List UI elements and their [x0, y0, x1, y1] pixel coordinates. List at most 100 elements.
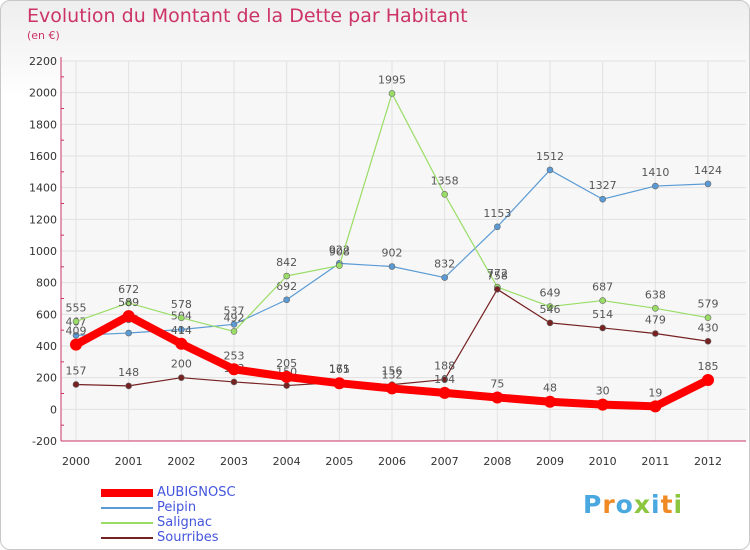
legend-swatch: [101, 521, 153, 524]
data-label-sourribes: 430: [698, 321, 719, 334]
data-point-salignac: [178, 314, 185, 322]
data-label-peipin: 832: [434, 258, 455, 271]
data-point-sourribes: [652, 330, 659, 337]
data-label-sourribes: 188: [434, 360, 455, 373]
proxiti-logo: Proxiti: [583, 490, 683, 519]
x-tick-label: 2010: [589, 455, 617, 468]
legend-swatch: [101, 506, 153, 509]
data-label-aubignosc: 48: [543, 382, 557, 395]
data-point-peipin: [494, 223, 501, 231]
x-tick-label: 2009: [536, 455, 564, 468]
data-point-sourribes: [494, 286, 501, 293]
data-point-salignac: [230, 328, 238, 335]
data-label-salignac: 649: [540, 287, 561, 300]
data-point-aubignosc: [280, 370, 293, 383]
data-point-peipin: [388, 263, 396, 270]
x-tick-label: 2003: [220, 455, 248, 468]
data-point-sourribes: [72, 381, 80, 388]
x-tick-label: 2005: [325, 455, 353, 468]
data-label-salignac: 1995: [378, 73, 406, 86]
data-label-peipin: 902: [382, 247, 403, 260]
data-point-salignac: [652, 305, 659, 312]
x-tick-label: 2011: [641, 455, 669, 468]
legend-item-salignac: Salignac: [101, 515, 236, 530]
data-point-salignac: [336, 262, 343, 269]
legend-label: Salignac: [157, 515, 213, 530]
legend-swatch: [101, 536, 153, 539]
data-point-aubignosc: [491, 391, 504, 404]
y-tick-label: 1400: [29, 182, 57, 195]
data-label-peipin: 1327: [589, 179, 617, 192]
legend-swatch: [101, 488, 153, 497]
data-point-salignac: [125, 299, 132, 307]
data-label-sourribes: 156: [382, 365, 403, 378]
data-point-peipin: [599, 195, 606, 203]
data-point-salignac: [72, 318, 80, 325]
data-label-peipin: 1410: [641, 166, 669, 179]
data-label-sourribes: 200: [171, 358, 192, 371]
data-label-peipin: 692: [276, 280, 297, 293]
x-tick-label: 2008: [483, 455, 511, 468]
data-point-aubignosc: [544, 395, 556, 408]
data-point-peipin: [72, 332, 80, 339]
data-point-aubignosc: [702, 374, 714, 387]
data-label-salignac: 492: [224, 311, 245, 324]
legend-item-aubignosc: AUBIGNOSC: [101, 485, 236, 500]
legend-label: Peipin: [157, 500, 197, 515]
data-point-sourribes: [283, 382, 290, 389]
data-point-peipin: [125, 329, 132, 337]
y-tick-label: 1000: [29, 245, 57, 258]
y-tick-label: 1600: [29, 150, 57, 163]
x-tick-label: 2000: [62, 455, 90, 468]
logo-letter: P: [583, 490, 603, 519]
x-tick-label: 2006: [378, 455, 406, 468]
x-tick-label: 2012: [694, 455, 722, 468]
data-point-sourribes: [125, 382, 132, 390]
data-label-salignac: 578: [171, 298, 192, 311]
data-point-aubignosc: [70, 338, 82, 351]
data-label-salignac: 1358: [431, 174, 459, 187]
x-tick-label: 2007: [431, 455, 459, 468]
data-point-salignac: [283, 272, 290, 280]
x-tick-label: 2001: [115, 455, 143, 468]
data-label-aubignosc: 205: [276, 357, 297, 370]
y-tick-label: 2000: [29, 87, 57, 100]
data-point-salignac: [441, 191, 448, 198]
data-point-salignac: [546, 303, 554, 310]
y-tick-label: 2200: [29, 55, 57, 68]
data-point-aubignosc: [596, 398, 609, 411]
data-label-aubignosc: 30: [596, 385, 610, 398]
data-label-sourribes: 479: [645, 313, 666, 326]
legend-item-peipin: Peipin: [101, 500, 236, 515]
data-point-aubignosc: [333, 377, 346, 390]
data-point-aubignosc: [122, 310, 135, 323]
data-label-salignac: 842: [276, 256, 297, 269]
data-point-sourribes: [704, 337, 712, 345]
data-label-salignac: 579: [698, 298, 719, 311]
x-tick-label: 2002: [167, 455, 195, 468]
logo-letter: i: [651, 490, 661, 519]
chart-subtitle: (en €): [27, 29, 60, 42]
data-label-aubignosc: 409: [66, 325, 87, 338]
data-point-peipin: [283, 296, 290, 304]
data-point-peipin: [652, 182, 659, 190]
data-point-aubignosc: [649, 400, 662, 413]
data-point-sourribes: [178, 374, 185, 381]
data-label-salignac: 687: [592, 281, 613, 294]
data-label-aubignosc: 414: [171, 324, 192, 337]
data-label-peipin: 537: [224, 304, 245, 317]
x-tick-label: 2004: [273, 455, 301, 468]
y-tick-label: 600: [36, 308, 57, 321]
y-tick-label: 1800: [29, 118, 57, 131]
data-point-peipin: [230, 321, 238, 328]
data-point-sourribes: [230, 378, 238, 386]
legend-label: AUBIGNOSC: [157, 485, 236, 500]
y-tick-label: 800: [36, 277, 57, 290]
data-label-salignac: 555: [66, 301, 87, 314]
data-label-salignac: 772: [487, 267, 508, 280]
data-point-aubignosc: [438, 386, 451, 399]
y-tick-label: 1200: [29, 213, 57, 226]
data-label-peipin: 1153: [483, 207, 511, 220]
